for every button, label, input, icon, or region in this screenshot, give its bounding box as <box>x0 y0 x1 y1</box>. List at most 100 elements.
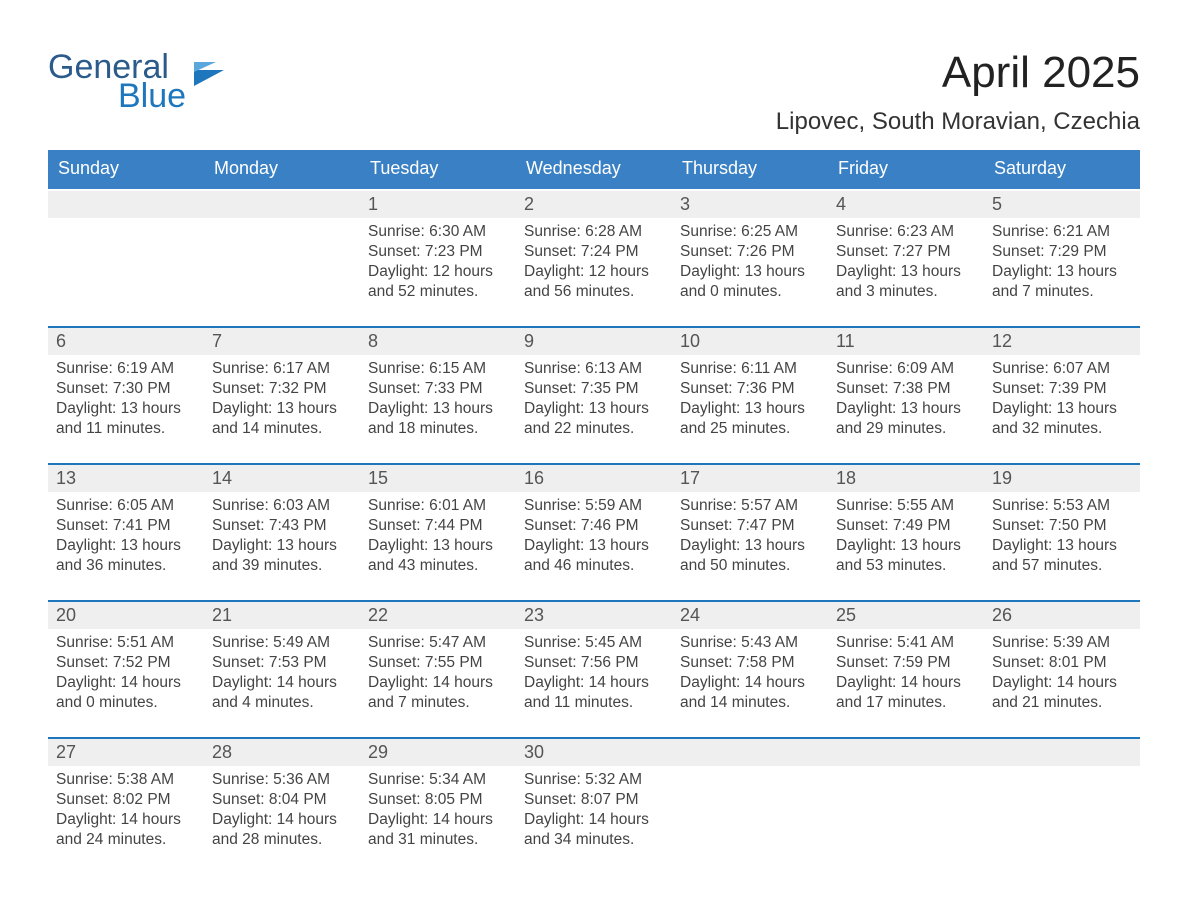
sunset-line: Sunset: 7:50 PM <box>992 516 1132 536</box>
day-number: 9 <box>516 328 672 355</box>
daylight-line: Daylight: 14 hours and 31 minutes. <box>368 810 508 850</box>
day-number: 20 <box>48 602 204 629</box>
logo-word-2: Blue <box>118 77 186 116</box>
sunset-line: Sunset: 7:38 PM <box>836 379 976 399</box>
day-number: 19 <box>984 465 1140 492</box>
sunrise-line: Sunrise: 6:05 AM <box>56 496 196 516</box>
sunrise-line: Sunrise: 6:01 AM <box>368 496 508 516</box>
sunset-line: Sunset: 7:30 PM <box>56 379 196 399</box>
calendar-cell: Sunrise: 5:36 AMSunset: 8:04 PMDaylight:… <box>204 766 360 858</box>
daylight-line: Daylight: 13 hours and 36 minutes. <box>56 536 196 576</box>
calendar-cell: Sunrise: 5:45 AMSunset: 7:56 PMDaylight:… <box>516 629 672 721</box>
month-title: April 2025 <box>776 48 1140 98</box>
sunset-line: Sunset: 8:01 PM <box>992 653 1132 673</box>
daylight-line: Daylight: 14 hours and 4 minutes. <box>212 673 352 713</box>
daylight-line: Daylight: 14 hours and 7 minutes. <box>368 673 508 713</box>
sunrise-line: Sunrise: 6:17 AM <box>212 359 352 379</box>
day-number: 29 <box>360 739 516 766</box>
calendar-week: 6789101112Sunrise: 6:19 AMSunset: 7:30 P… <box>48 326 1140 447</box>
calendar-cell: Sunrise: 5:43 AMSunset: 7:58 PMDaylight:… <box>672 629 828 721</box>
sunrise-line: Sunrise: 6:23 AM <box>836 222 976 242</box>
calendar-cell: Sunrise: 5:41 AMSunset: 7:59 PMDaylight:… <box>828 629 984 721</box>
sunset-line: Sunset: 7:53 PM <box>212 653 352 673</box>
daylight-line: Daylight: 13 hours and 18 minutes. <box>368 399 508 439</box>
logo-flag-icon <box>194 62 228 106</box>
day-number: 27 <box>48 739 204 766</box>
calendar-cell: Sunrise: 6:03 AMSunset: 7:43 PMDaylight:… <box>204 492 360 584</box>
logo-text: General Blue <box>48 48 186 116</box>
header: General Blue April 2025 Lipovec, South M… <box>48 48 1140 136</box>
day-of-week-header: Saturday <box>984 150 1140 189</box>
day-number-strip: 20212223242526 <box>48 602 1140 629</box>
daylight-line: Daylight: 14 hours and 0 minutes. <box>56 673 196 713</box>
day-number-strip: 13141516171819 <box>48 465 1140 492</box>
calendar-cell <box>204 218 360 310</box>
day-number-strip: 6789101112 <box>48 328 1140 355</box>
calendar-cell: Sunrise: 5:59 AMSunset: 7:46 PMDaylight:… <box>516 492 672 584</box>
day-number: 30 <box>516 739 672 766</box>
sunset-line: Sunset: 7:55 PM <box>368 653 508 673</box>
sunrise-line: Sunrise: 6:09 AM <box>836 359 976 379</box>
day-number: 11 <box>828 328 984 355</box>
sunset-line: Sunset: 7:24 PM <box>524 242 664 262</box>
day-number <box>828 739 984 766</box>
day-number <box>48 191 204 218</box>
daylight-line: Daylight: 13 hours and 43 minutes. <box>368 536 508 576</box>
calendar-cell: Sunrise: 6:19 AMSunset: 7:30 PMDaylight:… <box>48 355 204 447</box>
calendar-cell: Sunrise: 5:32 AMSunset: 8:07 PMDaylight:… <box>516 766 672 858</box>
day-of-week-header: Thursday <box>672 150 828 189</box>
daylight-line: Daylight: 14 hours and 28 minutes. <box>212 810 352 850</box>
daylight-line: Daylight: 14 hours and 24 minutes. <box>56 810 196 850</box>
sunrise-line: Sunrise: 5:43 AM <box>680 633 820 653</box>
location-subtitle: Lipovec, South Moravian, Czechia <box>776 108 1140 136</box>
calendar-week: 12345Sunrise: 6:30 AMSunset: 7:23 PMDayl… <box>48 191 1140 310</box>
sunrise-line: Sunrise: 5:45 AM <box>524 633 664 653</box>
calendar-cell <box>984 766 1140 858</box>
sunset-line: Sunset: 7:46 PM <box>524 516 664 536</box>
sunset-line: Sunset: 8:04 PM <box>212 790 352 810</box>
sunset-line: Sunset: 7:56 PM <box>524 653 664 673</box>
calendar-week: 20212223242526Sunrise: 5:51 AMSunset: 7:… <box>48 600 1140 721</box>
daylight-line: Daylight: 14 hours and 21 minutes. <box>992 673 1132 713</box>
daylight-line: Daylight: 13 hours and 53 minutes. <box>836 536 976 576</box>
sunrise-line: Sunrise: 6:07 AM <box>992 359 1132 379</box>
sunset-line: Sunset: 7:35 PM <box>524 379 664 399</box>
daylight-line: Daylight: 12 hours and 52 minutes. <box>368 262 508 302</box>
day-number <box>984 739 1140 766</box>
calendar-cell: Sunrise: 5:49 AMSunset: 7:53 PMDaylight:… <box>204 629 360 721</box>
day-number: 3 <box>672 191 828 218</box>
calendar-cell: Sunrise: 6:15 AMSunset: 7:33 PMDaylight:… <box>360 355 516 447</box>
daylight-line: Daylight: 13 hours and 29 minutes. <box>836 399 976 439</box>
sunrise-line: Sunrise: 5:51 AM <box>56 633 196 653</box>
day-of-week-header: Monday <box>204 150 360 189</box>
day-number: 16 <box>516 465 672 492</box>
calendar-cell: Sunrise: 5:39 AMSunset: 8:01 PMDaylight:… <box>984 629 1140 721</box>
calendar-cell: Sunrise: 5:51 AMSunset: 7:52 PMDaylight:… <box>48 629 204 721</box>
weeks-container: 12345Sunrise: 6:30 AMSunset: 7:23 PMDayl… <box>48 191 1140 858</box>
day-number: 18 <box>828 465 984 492</box>
sunset-line: Sunset: 8:02 PM <box>56 790 196 810</box>
sunrise-line: Sunrise: 6:25 AM <box>680 222 820 242</box>
sunset-line: Sunset: 7:27 PM <box>836 242 976 262</box>
calendar-cell: Sunrise: 6:28 AMSunset: 7:24 PMDaylight:… <box>516 218 672 310</box>
day-number: 2 <box>516 191 672 218</box>
day-number: 23 <box>516 602 672 629</box>
sunset-line: Sunset: 7:41 PM <box>56 516 196 536</box>
day-number: 12 <box>984 328 1140 355</box>
sunrise-line: Sunrise: 5:47 AM <box>368 633 508 653</box>
day-number: 22 <box>360 602 516 629</box>
calendar-cell: Sunrise: 6:01 AMSunset: 7:44 PMDaylight:… <box>360 492 516 584</box>
sunrise-line: Sunrise: 5:39 AM <box>992 633 1132 653</box>
daylight-line: Daylight: 12 hours and 56 minutes. <box>524 262 664 302</box>
sunrise-line: Sunrise: 5:36 AM <box>212 770 352 790</box>
calendar-cell: Sunrise: 6:13 AMSunset: 7:35 PMDaylight:… <box>516 355 672 447</box>
day-number: 21 <box>204 602 360 629</box>
sunrise-line: Sunrise: 5:38 AM <box>56 770 196 790</box>
day-of-week-header: Tuesday <box>360 150 516 189</box>
sunrise-line: Sunrise: 6:19 AM <box>56 359 196 379</box>
daylight-line: Daylight: 14 hours and 14 minutes. <box>680 673 820 713</box>
calendar-cell: Sunrise: 6:17 AMSunset: 7:32 PMDaylight:… <box>204 355 360 447</box>
calendar-cell: Sunrise: 5:38 AMSunset: 8:02 PMDaylight:… <box>48 766 204 858</box>
day-number: 28 <box>204 739 360 766</box>
calendar-cell: Sunrise: 6:05 AMSunset: 7:41 PMDaylight:… <box>48 492 204 584</box>
